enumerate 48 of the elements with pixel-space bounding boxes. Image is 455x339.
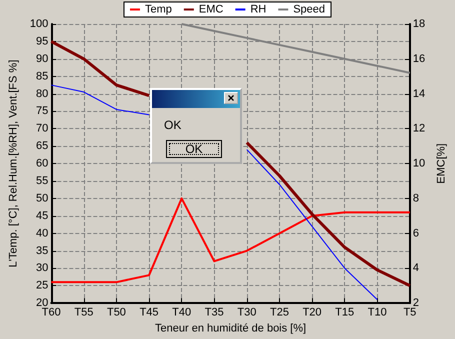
x-tick-label: T30 [237,306,256,319]
x-tick-label: T50 [106,306,126,319]
x-tick-label: T15 [335,306,354,319]
y2-tick-label: 14 [412,88,426,100]
y-tick-label: 65 [36,140,48,152]
y-tick-label: 35 [36,244,48,257]
x-tick-label: T40 [172,306,192,319]
y2-tick-label: 10 [412,158,426,170]
y-tick-label: 100 [30,18,48,30]
y2-tick-label: 18 [412,18,426,30]
y2-tick-label: 6 [412,227,419,240]
y-tick-label: 90 [36,52,48,65]
annotation: OK [164,118,182,132]
y2-tick-label: 4 [412,262,419,274]
x-tick-label: T45 [140,306,159,319]
y2-tick-label: 16 [412,52,426,65]
y-tick-label: 45 [36,210,48,222]
dialog-window: OK OK [150,88,242,164]
y-axis-title: L'Temp. [°C], Rel.Hum.[%RH], Vent.[FS %] [8,60,20,268]
y-tick-label: 75 [36,105,48,118]
legend-label: EMC [198,4,224,16]
y-tick-label: 85 [36,70,48,82]
y-tick-label: 95 [36,35,48,48]
y-tick-label: 40 [36,227,48,240]
x-tick-label: T10 [368,306,387,319]
y-tick-label: 60 [36,158,48,170]
y-tick-label: 80 [36,88,48,100]
x-axis-title: Teneur en humidité de bois [%] [155,322,306,334]
y-tick-label: 55 [36,174,48,187]
legend-label: Temp [144,4,172,16]
y-tick-label: 50 [36,192,48,204]
y2-tick-label: 12 [412,122,426,135]
y-tick-label: 30 [36,262,48,274]
legend-label: RH [250,4,266,16]
x-tick-label: T25 [270,306,289,319]
x-tick-label: T20 [302,306,322,319]
legend-label: Speed [293,4,326,16]
y-tick-label: 25 [36,280,48,292]
x-tick-label: T35 [204,306,224,319]
y2-tick-label: 8 [412,192,419,204]
y-tick-label: 70 [36,122,48,135]
y2-tick-label: 2 [412,297,419,310]
x-tick-label: T55 [74,306,94,319]
ok-button: OK [166,140,222,158]
line-series [50,197,411,284]
x-tick-label: T5 [403,306,416,319]
y2-axis-title: EMC[%] [436,143,448,184]
x-tick-label: T60 [42,306,61,319]
